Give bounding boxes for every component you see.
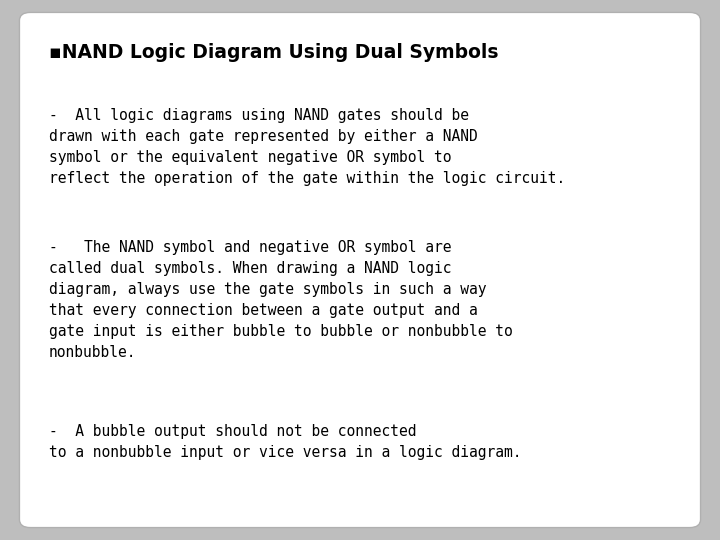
FancyBboxPatch shape bbox=[19, 12, 701, 528]
Text: -  All logic diagrams using NAND gates should be
drawn with each gate represente: - All logic diagrams using NAND gates sh… bbox=[49, 108, 565, 186]
Text: -   The NAND symbol and negative OR symbol are
called dual symbols. When drawing: - The NAND symbol and negative OR symbol… bbox=[49, 240, 513, 360]
Text: -  A bubble output should not be connected
to a nonbubble input or vice versa in: - A bubble output should not be connecte… bbox=[49, 424, 521, 460]
Text: ▪NAND Logic Diagram Using Dual Symbols: ▪NAND Logic Diagram Using Dual Symbols bbox=[49, 43, 498, 62]
